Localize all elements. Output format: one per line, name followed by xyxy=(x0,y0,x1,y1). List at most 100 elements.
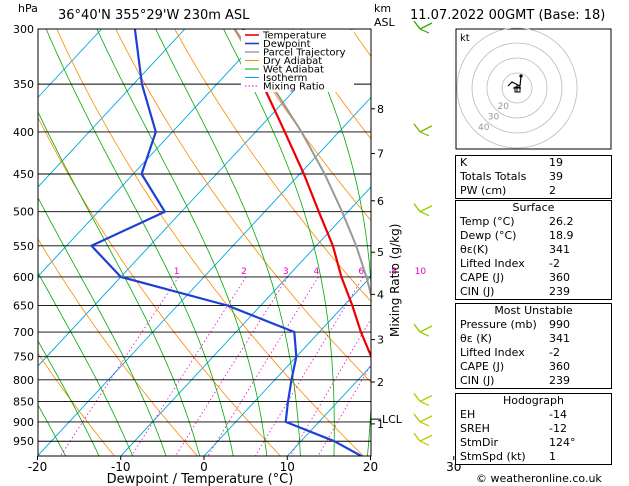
mixing-ratio-line xyxy=(175,276,289,456)
background-lines xyxy=(38,29,371,456)
series-dewpoint xyxy=(90,29,362,456)
temperature-tick-label: -10 xyxy=(111,460,131,474)
surface-row: θε(K) 341 xyxy=(460,243,570,256)
mixing-ratio-label: 2 xyxy=(241,267,247,277)
wind-barb-flag xyxy=(413,393,421,402)
dry-adiabat-line xyxy=(56,29,364,456)
isotherm-line xyxy=(203,275,371,456)
height-tick-label: 1 xyxy=(377,418,384,431)
asl-unit-label: ASL xyxy=(374,16,395,29)
most-unstable-table: Most Unstable Pressure (mb) 990 θε (K) 341… xyxy=(455,303,612,389)
pressure-tick-label: 650 xyxy=(13,300,34,313)
pressure-tick-label: 500 xyxy=(13,206,34,219)
pressure-tick-label: 950 xyxy=(13,435,34,448)
hodograph-row: StmSpd (kt) 1 xyxy=(460,450,556,463)
hodograph-ring-label: 20 xyxy=(498,102,510,112)
mixing-ratio-label: 3 xyxy=(283,267,289,277)
surface-row: CAPE (J) 360 xyxy=(460,271,570,284)
surface-title: Surface xyxy=(512,201,555,214)
series-parcel-trajectory xyxy=(233,29,371,299)
wet-adiabat-line xyxy=(38,404,66,456)
hodograph-table-title: Hodograph xyxy=(503,394,564,407)
isotherm-line xyxy=(38,96,371,456)
isotherm-line xyxy=(38,29,186,188)
temperature-tick-label: 20 xyxy=(363,460,378,474)
hodograph-ring-label: 40 xyxy=(478,123,490,133)
most-unstable-row: CAPE (J) 360 xyxy=(460,360,570,373)
temperature-tick-label: 0 xyxy=(200,460,208,474)
wind-barb-flag xyxy=(413,123,421,133)
wind-barb-shaft xyxy=(419,434,433,442)
wind-barb-tail xyxy=(419,331,430,337)
wind-barb-tail xyxy=(419,440,430,446)
height-tick-label: 5 xyxy=(377,246,384,259)
mixing-ratio-label: 4 xyxy=(314,267,320,277)
hodograph-ring xyxy=(486,57,548,119)
mixing-ratio-line xyxy=(289,318,371,456)
most-unstable-row: Lifted Index -2 xyxy=(460,346,560,359)
most-unstable-row: Pressure (mb) 990 xyxy=(460,318,570,331)
copyright-text: © weatheronline.co.uk xyxy=(476,472,602,485)
mixing-ratio-label: 1 xyxy=(174,267,180,277)
most-unstable-row: θε (K) 341 xyxy=(460,332,570,345)
isotherm-line xyxy=(286,365,371,456)
mixing-ratio-label: 8 xyxy=(391,267,397,277)
legend-entry: Dewpoint xyxy=(263,39,311,50)
legend-entry: Dry Adiabat xyxy=(263,56,322,67)
pressure-tick-label: 400 xyxy=(13,126,34,139)
height-tick-label: 2 xyxy=(377,376,384,389)
km-unit-label: km xyxy=(374,2,392,15)
wind-barb-shaft xyxy=(419,325,433,333)
indices-table: K 19 Totals Totals 39 PW (cm) 2 xyxy=(455,155,612,199)
wet-adiabat-line xyxy=(96,29,268,456)
height-tick-label: 4 xyxy=(377,288,384,301)
dry-adiabat-line xyxy=(115,29,371,383)
dry-adiabat-line xyxy=(38,116,281,456)
profile-lines xyxy=(90,29,371,456)
mixing-ratio-label: 10 xyxy=(415,267,427,277)
mixing-ratio-line xyxy=(255,276,364,456)
isotherm-line xyxy=(38,29,352,367)
pressure-axis: 300 350 400 450 500 550 600 650 700 750 800 850 900 9… xyxy=(13,23,34,448)
hodograph-unit: kt xyxy=(460,33,470,44)
legend-entry: Isotherm xyxy=(263,73,307,84)
wind-barb-tail xyxy=(419,211,430,217)
legend-entry: Temperature xyxy=(262,31,326,42)
mixing-ratio-axis-title: Mixing Ratio (g/kg) xyxy=(388,224,402,337)
surface-row: CIN (J) 239 xyxy=(460,285,570,298)
pressure-tick-label: 450 xyxy=(13,168,34,181)
pressure-tick-label: 550 xyxy=(13,240,34,253)
mixing-ratio-line xyxy=(60,276,179,456)
series-temperature xyxy=(242,29,371,359)
wind-barb-shaft xyxy=(419,22,433,30)
legend-entry: Parcel Trajectory xyxy=(263,48,346,59)
hodograph-ring xyxy=(456,27,578,149)
surface-row: Dewp (°C) 18.9 xyxy=(460,229,574,242)
hodograph-frame xyxy=(455,28,612,150)
wind-barb-flag xyxy=(413,20,421,30)
isotherm-line xyxy=(120,186,371,456)
surface-row: Temp (°C) 26.2 xyxy=(460,215,574,228)
dry-adiabat-line xyxy=(233,29,371,222)
hodograph-table: Hodograph EH -14 SREH -12 StmDir 124° StmSp… xyxy=(455,393,612,465)
wind-barb-shaft xyxy=(419,205,433,213)
pressure-tick-label: 850 xyxy=(13,395,34,408)
height-tick-label: 6 xyxy=(377,195,384,208)
station-location: 36°40'N 355°29'W 230m ASL xyxy=(58,8,250,23)
lcl-label: LCL xyxy=(382,413,403,426)
wind-barb-shaft xyxy=(419,415,433,423)
wind-barb-tail xyxy=(419,400,430,407)
wind-barb-flag xyxy=(413,432,421,442)
index-row: K 19 xyxy=(460,156,563,169)
pressure-tick-label: 300 xyxy=(13,23,34,36)
hodograph-row: StmDir 124° xyxy=(460,436,576,449)
legend-box xyxy=(241,30,354,92)
most-unstable-row: CIN (J) 239 xyxy=(460,374,570,387)
pressure-tick-label: 600 xyxy=(13,271,34,284)
wet-adiabat-line xyxy=(223,29,335,456)
